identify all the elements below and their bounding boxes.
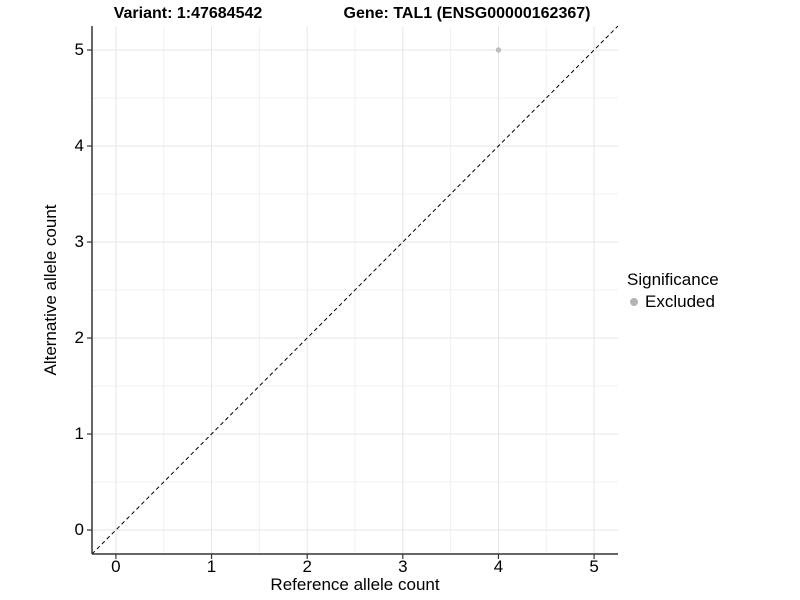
identity-line [91, 25, 619, 555]
y-tick-label: 5 [74, 40, 84, 59]
x-axis-title: Reference allele count [270, 575, 440, 594]
y-axis-tick-labels: 0 1 2 3 4 5 [0, 26, 85, 554]
x-tick-label: 2 [302, 557, 312, 576]
y-tick-label: 2 [74, 328, 84, 347]
legend-item-label: Excluded [645, 292, 715, 311]
x-tick-label: 3 [398, 557, 408, 576]
y-axis-title: Alternative allele count [41, 204, 60, 376]
x-tick-label: 0 [111, 557, 121, 576]
data-point [495, 47, 502, 53]
y-tick-label: 1 [74, 424, 84, 443]
y-tick-label: 3 [74, 232, 84, 251]
legend-title: Significance [627, 270, 719, 289]
plot-title-variant: Variant: 1:47684542 [113, 5, 263, 22]
legend: Significance Excluded [627, 270, 719, 312]
legend-point-icon [630, 298, 638, 306]
plot-canvas [87, 25, 619, 559]
plot-panel [87, 25, 619, 559]
x-tick-label: 4 [493, 557, 504, 576]
x-axis-tick-labels: 0 1 2 3 4 5 [92, 557, 618, 579]
y-tick-label: 4 [74, 136, 84, 155]
y-tick-label: 0 [74, 520, 84, 539]
legend-item-excluded: Excluded [627, 292, 719, 312]
x-tick-label: 1 [206, 557, 217, 576]
plot-title-gene: Gene: TAL1 (ENSG00000162367) [343, 5, 591, 22]
x-tick-label: 5 [589, 557, 599, 576]
